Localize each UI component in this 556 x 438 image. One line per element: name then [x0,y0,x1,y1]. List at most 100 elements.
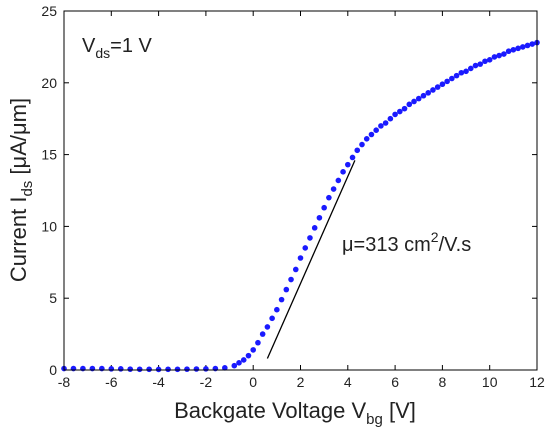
y-tick-label: 15 [41,147,57,163]
data-point [387,115,394,122]
data-point [236,360,242,366]
x-tick-label: 8 [439,374,447,390]
data-point [463,68,469,75]
data-point [378,123,384,129]
data-point [449,75,455,82]
data-point [278,296,285,303]
data-point [136,366,143,373]
data-point [274,306,280,313]
data-point [349,154,356,161]
data-point [486,57,493,63]
data-point [415,95,422,102]
data-point [255,339,261,346]
vds-annotation-rest: =1 V [110,35,152,57]
data-point [222,365,228,371]
data-point [425,90,432,96]
data-point [250,347,256,353]
data-point [330,186,337,192]
x-tick-label: -4 [152,374,165,390]
data-point [117,366,124,372]
data-point [510,46,517,53]
y-tick-label: 20 [41,75,57,91]
y-axis-label: Current Ids [μA/μm] [6,98,36,282]
data-point [482,58,488,65]
data-point [174,366,181,373]
data-point [193,366,200,372]
data-point [231,362,238,369]
x-tick-label: 6 [391,374,399,390]
data-point [515,45,521,52]
y-tick-label: 5 [49,290,57,306]
data-point [363,136,370,142]
tick-labels: -8 -6 -4 -2 0 2 4 6 8 10 12 0 5 10 15 20 25 [41,3,545,390]
data-point [89,365,96,372]
x-axis-label: Backgate Voltage Vbg [V] [174,398,416,428]
data-point [472,62,479,69]
data-point [368,131,375,138]
data-point [477,61,484,67]
data-point [297,255,304,261]
data-point [434,84,441,90]
x-tick-label: 12 [529,374,545,390]
data-point [99,365,105,372]
data-point [269,315,275,322]
data-point [382,120,389,126]
axis-ticks [63,10,538,371]
data-point [430,87,436,93]
data-point [354,147,361,154]
data-point [146,366,152,373]
data-point [401,105,408,112]
x-tick-label: 4 [344,374,352,390]
x-tick-label: 2 [297,374,305,390]
data-point [345,161,351,168]
x-tick-label: -6 [105,374,118,390]
data-point [70,365,77,372]
data-point [501,51,507,57]
data-point [264,324,271,330]
data-point [397,108,403,115]
data-point [453,72,460,79]
mobility-annotation-main: μ=313 cm [342,234,431,256]
y-tick-label: 25 [41,3,57,19]
data-point [307,235,313,241]
data-point [505,48,512,55]
data-point [108,366,115,372]
data-point [212,365,219,372]
x-tick-label: -2 [200,374,213,390]
x-axis-label-unit: [V] [383,398,416,423]
x-tick-label: 10 [482,374,498,390]
vds-annotation: Vds=1 V [82,35,153,61]
data-point [420,92,427,99]
data-point [80,365,86,372]
data-point [529,41,536,47]
vds-annotation-sub: ds [95,45,110,61]
vds-annotation-main: V [82,35,96,57]
data-point [245,352,252,359]
data-point [259,331,266,337]
data-point [321,204,327,211]
data-point [467,65,474,72]
data-point [155,366,162,373]
data-point [524,42,531,49]
data-point [127,366,134,372]
y-axis-label-sub: ds [19,181,36,197]
data-point [392,111,398,118]
data-point [373,127,379,133]
y-axis-label-main: Current I [6,197,31,283]
data-point [411,98,417,105]
y-tick-label: 10 [41,218,57,234]
data-point [444,78,450,85]
y-tick-label: 0 [49,362,57,378]
data-point [496,52,502,59]
x-tick-label: -8 [58,374,71,390]
data-point [520,44,526,50]
data-point [340,169,346,175]
mobility-annotation: μ=313 cm2/V.s [342,229,471,256]
data-point [288,276,294,283]
mobility-fit-line [266,160,356,359]
data-point [406,101,413,108]
data-point [184,366,190,372]
data-point [359,141,365,148]
x-axis-label-main: Backgate Voltage V [174,398,366,423]
